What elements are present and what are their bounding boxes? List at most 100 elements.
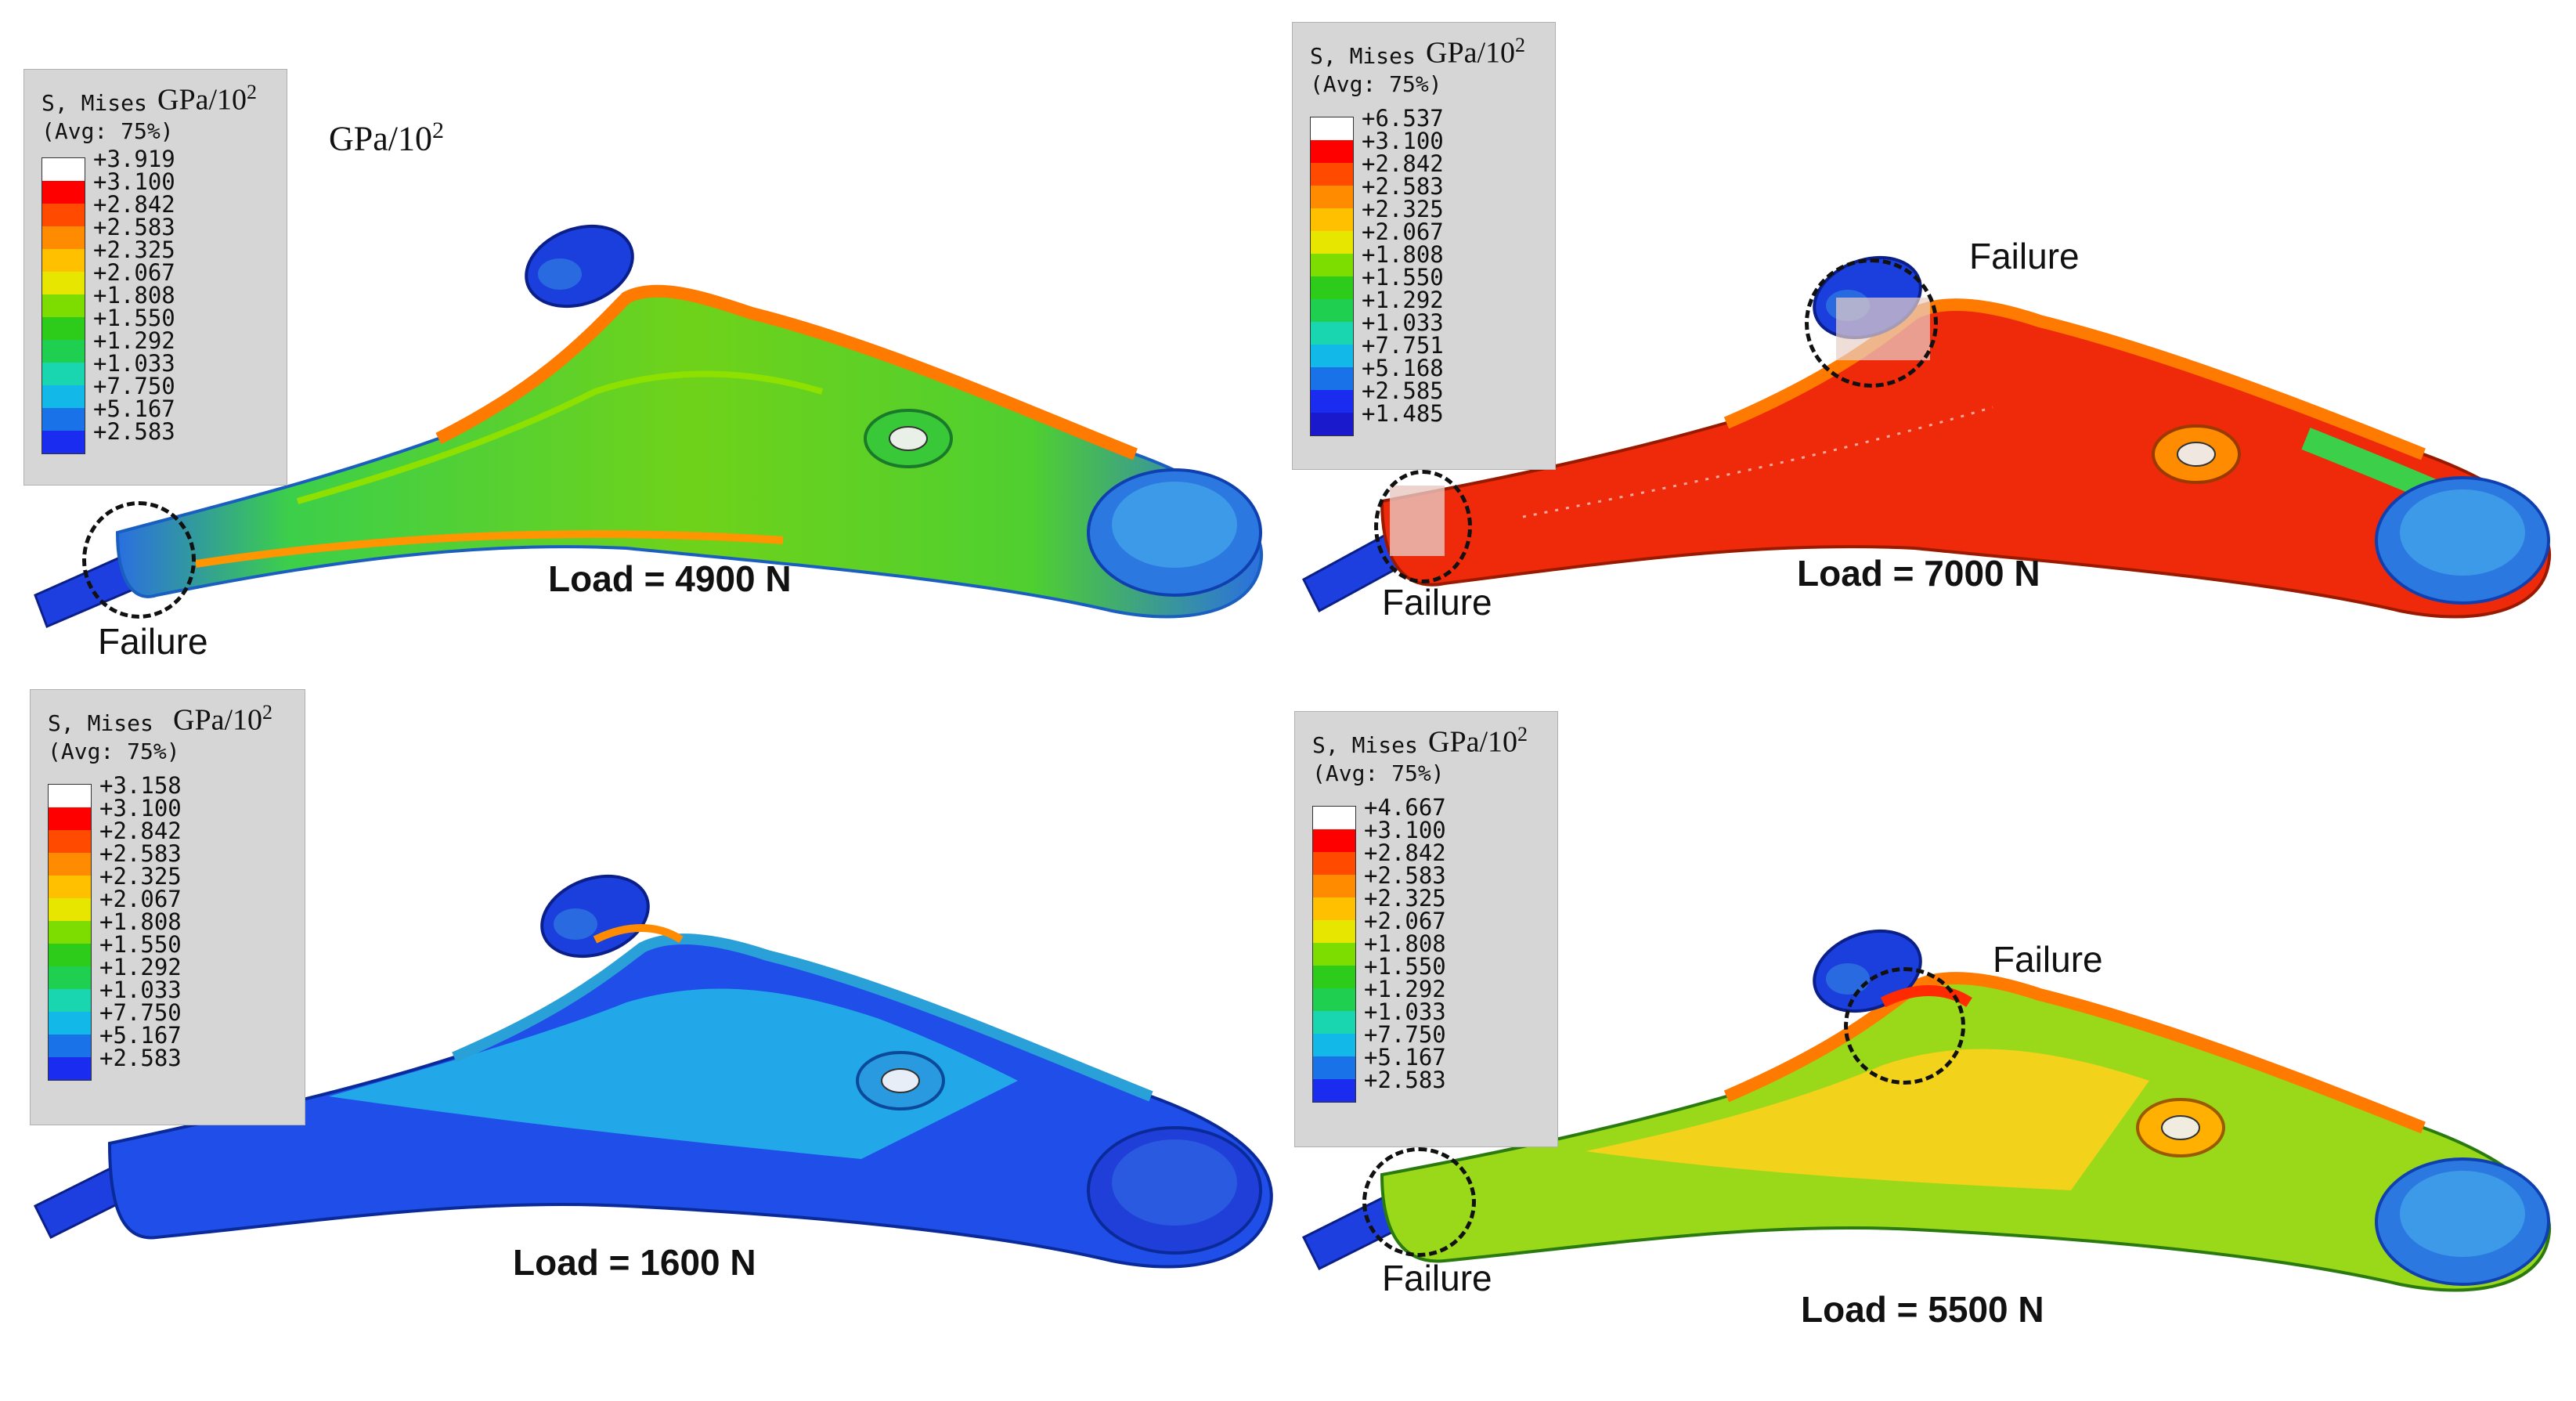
legend-swatch [1311, 299, 1353, 322]
legend-swatch [42, 408, 85, 431]
legend-value: +1.485 [1362, 400, 1444, 427]
legend-swatch [49, 785, 91, 807]
legend-avg: (Avg: 75%) [1310, 71, 1442, 97]
legend-value: +1.808 [1364, 930, 1446, 957]
legend-swatch [42, 431, 85, 453]
legend-value: +2.067 [1362, 218, 1444, 245]
legend-unit: GPa/10 [173, 703, 262, 737]
legend-value: +2.583 [99, 840, 182, 867]
legend-swatch [49, 876, 91, 898]
legend-value: +2.583 [99, 1045, 182, 1071]
failure-label: Failure [1969, 236, 2080, 276]
stress-legend: S, Mises GPa/102 (Avg: 75%) +3.919 [23, 69, 287, 486]
legend-value: +2.842 [1362, 150, 1444, 177]
legend-swatch [1311, 322, 1353, 345]
legend-avg: (Avg: 75%) [48, 738, 180, 764]
control-arm-1600n [33, 874, 1273, 1269]
legend-swatch [42, 317, 85, 340]
legend-swatch [1313, 920, 1355, 943]
legend-value: +1.550 [1362, 264, 1444, 291]
legend-value: +3.100 [93, 168, 175, 195]
legend-swatch [49, 944, 91, 966]
legend-swatch [1311, 413, 1353, 435]
legend-value: +1.292 [99, 954, 182, 980]
failure-label: Failure [1382, 582, 1492, 623]
panel-top-right: S, Mises GPa/102 (Avg: 75%) +6.53 [1288, 0, 2576, 689]
legend-unit-exp: 2 [1517, 723, 1528, 746]
stress-legend: S, Mises GPa/102 (Avg: 75%) +3.158 [30, 689, 305, 1125]
legend-avg: (Avg: 75%) [1312, 760, 1445, 786]
legend-unit: GPa/10 [1426, 36, 1515, 70]
legend-title: S, Mises [1312, 732, 1418, 758]
legend-value: +2.583 [1364, 1067, 1446, 1093]
legend-swatch [42, 226, 85, 249]
failure-label: Failure [1993, 939, 2103, 980]
legend-value: +2.842 [93, 191, 175, 218]
legend-title: S, Mises [1310, 43, 1416, 69]
legend-value: +3.919 [93, 146, 175, 172]
legend-value: +1.808 [93, 282, 175, 309]
legend-swatch [1313, 897, 1355, 920]
legend-value: +3.100 [1362, 128, 1444, 154]
legend-swatch [1311, 186, 1353, 208]
failure-marker [1362, 1147, 1476, 1257]
legend-value: +3.100 [99, 795, 182, 821]
legend-swatch [1313, 1011, 1355, 1034]
legend-swatch [1311, 231, 1353, 254]
legend-swatch [1311, 208, 1353, 231]
legend-value: +1.550 [1364, 953, 1446, 980]
legend-value: +2.325 [99, 863, 182, 890]
legend-swatch [1311, 367, 1353, 390]
legend-value: +7.751 [1362, 332, 1444, 359]
legend-swatch [1313, 1056, 1355, 1079]
legend-swatch [42, 340, 85, 363]
legend-swatch [42, 204, 85, 226]
legend-value: +1.292 [1364, 976, 1446, 1002]
legend-value: +2.067 [1364, 908, 1446, 934]
legend-unit-exp: 2 [1515, 34, 1525, 56]
legend-value: +1.033 [1362, 309, 1444, 336]
legend-value: +1.033 [1364, 998, 1446, 1025]
legend-swatch [1311, 276, 1353, 299]
legend-value: +2.325 [93, 237, 175, 263]
legend-swatch [49, 1057, 91, 1080]
legend-value: +2.067 [93, 259, 175, 286]
legend-value: +2.583 [1364, 862, 1446, 889]
failure-marker [1844, 967, 1965, 1085]
legend-swatch [42, 158, 85, 181]
legend-value: +5.167 [1364, 1044, 1446, 1071]
legend-value: +5.167 [99, 1022, 182, 1049]
legend-value: +1.808 [99, 908, 182, 935]
legend-swatch [42, 249, 85, 272]
legend-colorbar [41, 157, 85, 454]
legend-value: +7.750 [93, 373, 175, 399]
legend-swatch [49, 807, 91, 830]
legend-value: +2.583 [93, 214, 175, 240]
legend-value: +2.585 [1362, 377, 1444, 404]
legend-swatch [49, 921, 91, 944]
legend-swatch [1311, 254, 1353, 276]
legend-swatch [49, 898, 91, 921]
failure-label: Failure [1382, 1258, 1492, 1298]
legend-values: +6.537 +3.100 +2.842 +2.583 +2.325 +2.06… [1362, 107, 1444, 425]
legend-value: +2.325 [1364, 885, 1446, 912]
legend-swatch [49, 989, 91, 1012]
load-label: Load = 7000 N [1797, 553, 2040, 594]
legend-values: +3.919 +3.100 +2.842 +2.583 +2.325 +2.06… [93, 148, 175, 443]
legend-swatch [49, 1035, 91, 1057]
legend-swatch [49, 830, 91, 853]
legend-swatch [49, 853, 91, 876]
panel-bottom-right: S, Mises GPa/102 (Avg: 75%) +4.667 [1288, 689, 2576, 1401]
failure-marker [82, 501, 196, 619]
legend-unit-exp: 2 [247, 81, 257, 103]
legend-value: +7.750 [99, 999, 182, 1026]
legend-unit: GPa/10 [157, 83, 247, 117]
legend-swatch [1311, 390, 1353, 413]
legend-swatch [1311, 163, 1353, 186]
legend-swatch [49, 1012, 91, 1035]
legend-value: +2.842 [1364, 840, 1446, 866]
legend-unit-exp: 2 [262, 701, 272, 724]
legend-swatch [1313, 807, 1355, 829]
legend-swatch [1313, 988, 1355, 1011]
